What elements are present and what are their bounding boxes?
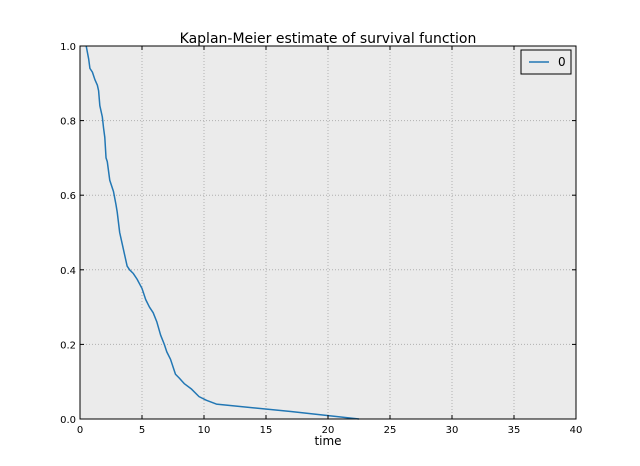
x-tick-label: 35: [508, 425, 521, 436]
series-line-0: [85, 45, 360, 420]
x-axis-label: time: [314, 434, 341, 448]
y-axis-ticks: 0.0 0.2 0.4 0.6 0.8 1.0: [60, 42, 576, 426]
y-tick-label: 0.0: [60, 415, 76, 426]
x-tick-label: 30: [446, 425, 459, 436]
x-tick-label: 10: [198, 425, 211, 436]
x-tick-label: 0: [77, 425, 83, 436]
series-layer: [85, 45, 360, 420]
legend-label-series-0: 0: [558, 55, 566, 69]
x-tick-label: 25: [384, 425, 397, 436]
legend: 0: [520, 49, 572, 75]
y-tick-label: 0.6: [60, 191, 76, 202]
chart-title: Kaplan-Meier estimate of survival functi…: [180, 31, 477, 47]
y-tick-label: 0.4: [60, 266, 76, 277]
x-tick-label: 20: [322, 425, 335, 436]
y-tick-label: 0.8: [60, 117, 76, 128]
y-tick-label: 0.2: [60, 340, 76, 351]
y-tick-label: 1.0: [60, 42, 76, 53]
x-axis-ticks: 0 5 10 15 20 25 30 35 40: [77, 46, 583, 436]
x-tick-label: 5: [139, 425, 145, 436]
x-tick-label: 15: [260, 425, 273, 436]
x-tick-label: 40: [570, 425, 583, 436]
